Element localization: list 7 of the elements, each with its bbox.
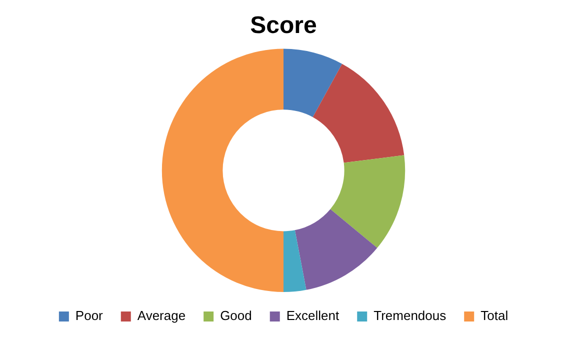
legend-label: Excellent [286, 308, 340, 324]
chart-title: Score [250, 12, 317, 40]
legend-label: Total [480, 308, 508, 324]
legend-label: Good [220, 308, 252, 324]
legend-label: Average [137, 308, 186, 324]
legend-label: Poor [75, 308, 104, 324]
legend-label: Tremendous [374, 308, 447, 324]
